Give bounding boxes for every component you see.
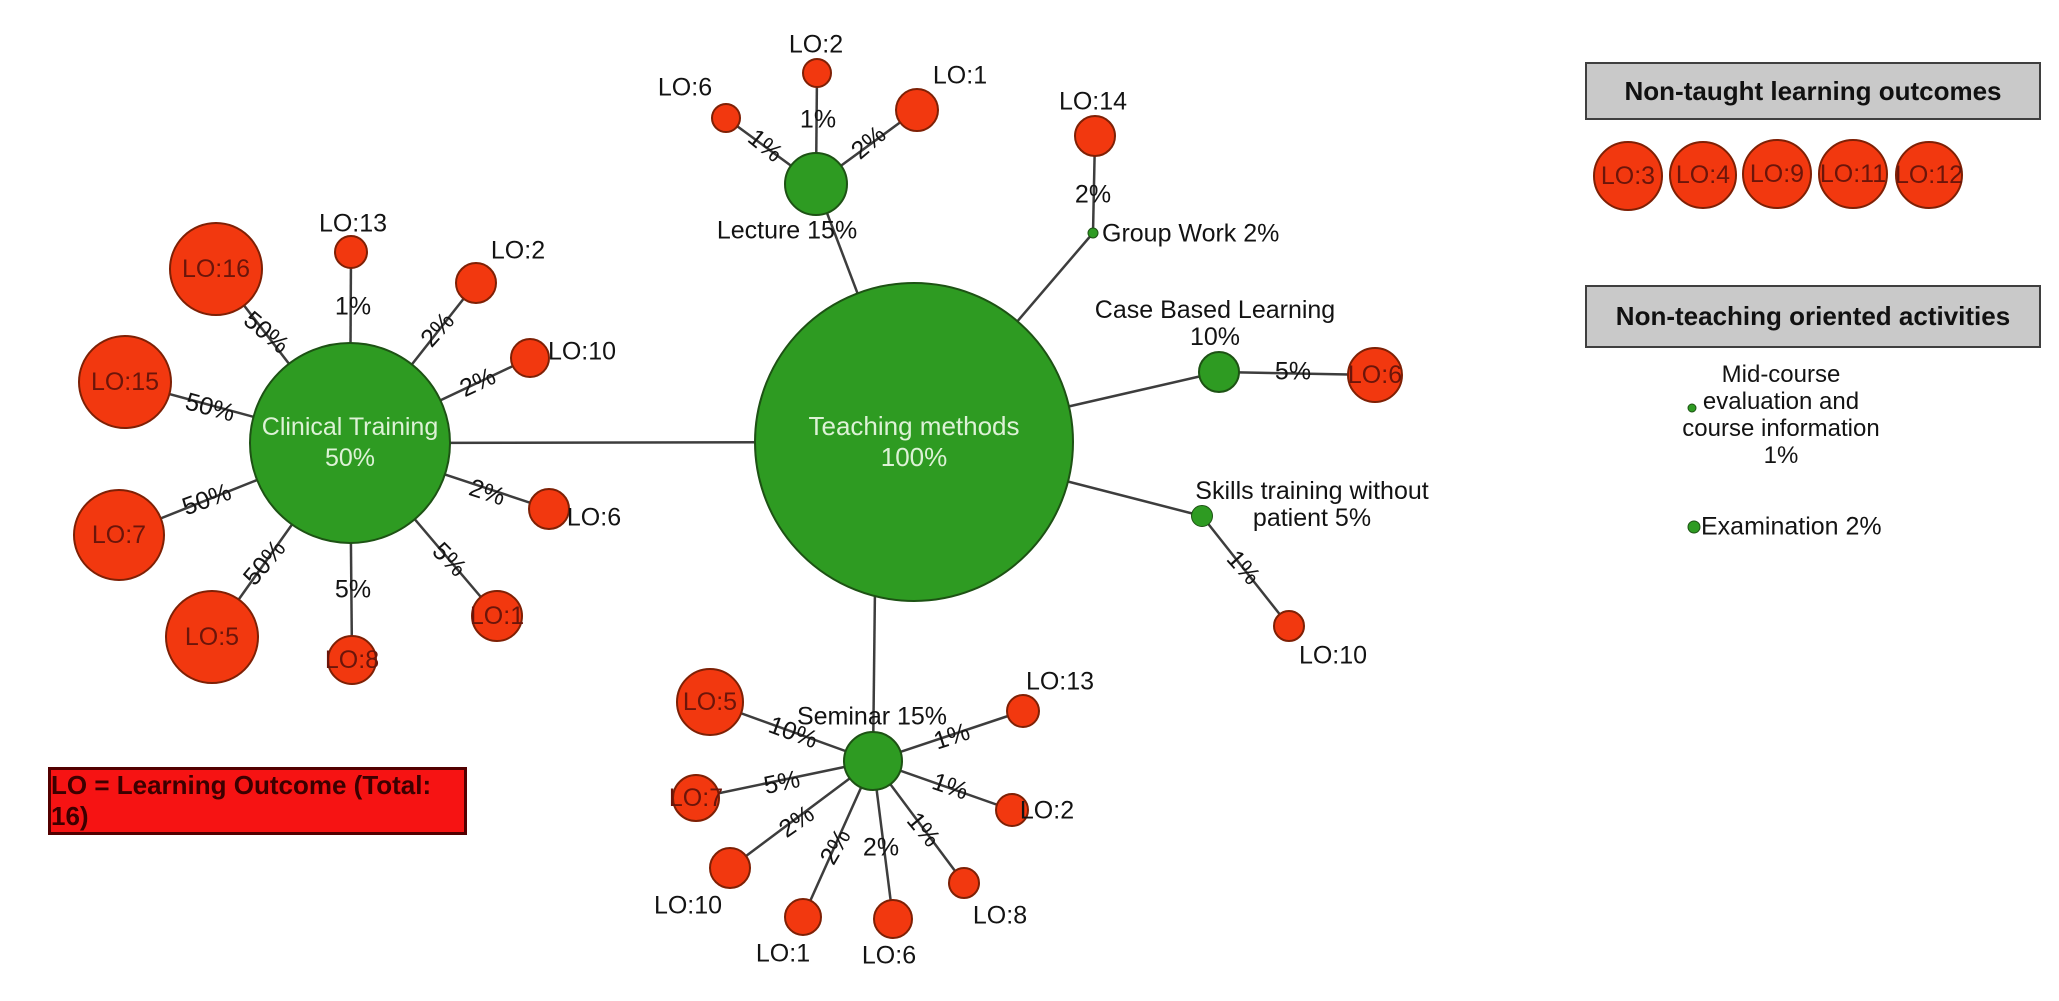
outcome-node-lo13-seminar [1006, 694, 1040, 728]
outcome-node-lo6-cbl: LO:6 [1347, 347, 1403, 403]
non-teaching-header: Non-teaching oriented activities [1585, 285, 2041, 348]
non-teaching-title: Non-teaching oriented activities [1615, 301, 2011, 331]
lecture-node [784, 152, 848, 216]
outcome-label: LO:1 [932, 61, 988, 90]
edge-pct: 2% [1074, 180, 1112, 209]
outcome-node-lo2 [455, 262, 497, 304]
outcome-label: LO:11 [1819, 159, 1887, 188]
outcome-label: LO:2 [788, 30, 844, 59]
non-taught-header: Non-taught learning outcomes [1585, 62, 2041, 120]
outcome-label: LO:1 [755, 939, 811, 968]
outcome-node-lo15: LO:15 [78, 335, 172, 429]
outcome-label: LO:13 [1025, 667, 1095, 696]
outcome-label: LO:3 [1600, 161, 1656, 190]
non-taught-node-lo12: LO:12 [1895, 141, 1963, 209]
outcome-label: LO:8 [324, 645, 380, 674]
outcome-node-lo16: LO:16 [169, 222, 263, 316]
outcome-label: LO:6 [566, 503, 622, 532]
outcome-node-lo7: LO:7 [73, 489, 165, 581]
seminar-node [843, 731, 903, 791]
outcome-label: LO:10 [653, 891, 723, 920]
outcome-label: LO:5 [682, 687, 738, 716]
non-taught-node-lo11: LO:11 [1818, 139, 1888, 209]
outcome-label: LO:1 [469, 601, 525, 630]
seminar-label: Seminar 15% [796, 702, 948, 731]
outcome-node-lo10-seminar [709, 847, 751, 889]
clinical-training-node: Clinical Training 50% [249, 342, 451, 544]
outcome-node-lo2-lecture [802, 58, 832, 88]
outcome-node-lo6-seminar [873, 899, 913, 939]
outcome-node-lo8: LO:8 [324, 635, 380, 685]
edge [1201, 515, 1290, 627]
non-taught-node-lo3: LO:3 [1593, 141, 1663, 211]
outcome-node-lo13 [334, 235, 368, 269]
non-taught-title: Non-taught learning outcomes [1624, 75, 2002, 106]
outcome-node-lo6-lecture [711, 103, 741, 133]
outcome-node-lo1-seminar [784, 898, 822, 936]
teaching-methods-label: Teaching methods 100% [808, 411, 1020, 472]
edge-pct: 1% [334, 292, 372, 321]
case-based-learning-node [1198, 351, 1240, 393]
outcome-node-lo8-seminar [948, 867, 980, 899]
outcome-node-lo6 [528, 488, 570, 530]
outcome-label: LO:2 [1019, 796, 1075, 825]
outcome-label: LO:9 [1749, 159, 1805, 188]
edge-pct: 5% [334, 575, 372, 604]
outcome-node-lo14 [1074, 115, 1116, 157]
outcome-label: LO:4 [1675, 160, 1731, 189]
outcome-node-lo2-seminar [995, 793, 1029, 827]
outcome-label: LO:6 [1347, 360, 1403, 389]
outcome-label: LO:5 [184, 622, 240, 651]
non-taught-node-lo9: LO:9 [1742, 139, 1812, 209]
examination-label: Examination 2% [1701, 512, 1882, 541]
case-based-learning-label: Case Based Learning 10% [1094, 296, 1336, 351]
edge-pct: 5% [1274, 357, 1312, 386]
outcome-label: LO:8 [972, 901, 1028, 930]
outcome-node-lo1-lecture [895, 88, 939, 132]
outcome-label: LO:7 [668, 783, 724, 812]
outcome-node-lo10 [510, 338, 550, 378]
group-work-node [1087, 227, 1099, 239]
outcome-node-lo10-skills [1273, 610, 1305, 642]
outcome-label: LO:12 [1894, 160, 1964, 189]
mid-course-dot [1687, 403, 1697, 413]
outcome-node-lo5-seminar: LO:5 [676, 668, 744, 736]
skills-training-label: Skills training without patient 5% [1195, 477, 1429, 532]
outcome-node-lo5: LO:5 [165, 590, 259, 684]
clinical-training-label: Clinical Training 50% [261, 413, 439, 472]
outcome-label: LO:15 [90, 367, 160, 396]
legend-text: LO = Learning Outcome (Total: 16) [51, 770, 432, 831]
outcome-node-lo7-seminar: LO:7 [668, 774, 724, 822]
outcome-label: LO:14 [1058, 87, 1128, 116]
outcome-label: LO:6 [861, 941, 917, 970]
examination-dot [1687, 520, 1701, 534]
outcome-label: LO:10 [1298, 641, 1368, 670]
edge-pct: 1% [799, 105, 837, 134]
skills-training-node [1191, 505, 1213, 527]
group-work-label: Group Work 2% [1102, 219, 1280, 248]
teaching-methods-node: Teaching methods 100% [754, 282, 1074, 602]
lecture-label: Lecture 15% [716, 216, 858, 245]
edge-pct: 2% [862, 833, 900, 862]
outcome-label: LO:10 [547, 337, 617, 366]
mid-course-label: Mid-course evaluation and course informa… [1682, 361, 1880, 469]
legend-box: LO = Learning Outcome (Total: 16) [48, 767, 467, 835]
outcome-node-lo1: LO:1 [469, 590, 525, 642]
outcome-label: LO:7 [91, 520, 147, 549]
outcome-label: LO:13 [318, 209, 388, 238]
outcome-label: LO:2 [490, 236, 546, 265]
non-taught-node-lo4: LO:4 [1669, 141, 1737, 209]
outcome-label: LO:6 [657, 73, 713, 102]
outcome-label: LO:16 [181, 254, 251, 283]
